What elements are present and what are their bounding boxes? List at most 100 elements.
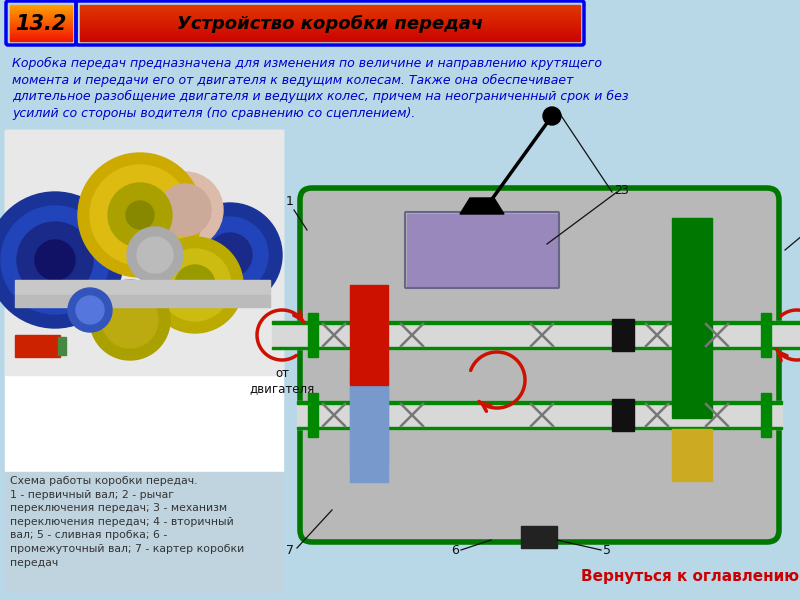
Bar xyxy=(10,34,72,35)
Bar xyxy=(297,401,782,403)
Bar xyxy=(15,295,270,307)
Circle shape xyxy=(175,265,215,305)
Bar xyxy=(10,15,72,16)
Bar xyxy=(10,35,72,36)
Text: момента и передачи его от двигателя к ведущим колесам. Также она обеспечивает: момента и передачи его от двигателя к ве… xyxy=(12,73,574,86)
Bar xyxy=(80,20,580,21)
Bar xyxy=(10,6,72,7)
Bar xyxy=(80,30,580,31)
Bar xyxy=(80,38,580,39)
Bar xyxy=(10,33,72,34)
Bar xyxy=(10,14,72,15)
Text: 6: 6 xyxy=(451,544,459,557)
Bar xyxy=(80,16,580,17)
Bar xyxy=(10,20,72,21)
Bar xyxy=(80,33,580,34)
Bar xyxy=(10,29,72,30)
Bar xyxy=(80,6,580,7)
Circle shape xyxy=(68,288,112,332)
Circle shape xyxy=(543,107,561,125)
Bar xyxy=(10,12,72,13)
Bar xyxy=(80,22,580,23)
Bar xyxy=(80,13,580,14)
Bar xyxy=(10,19,72,20)
Bar xyxy=(80,34,580,35)
Bar xyxy=(80,5,580,6)
Bar xyxy=(10,9,72,10)
Bar xyxy=(80,12,580,13)
Bar xyxy=(10,22,72,23)
Bar xyxy=(10,21,72,22)
Bar xyxy=(10,32,72,33)
Bar xyxy=(80,26,580,27)
Text: усилий со стороны водителя (по сравнению со сцеплением).: усилий со стороны водителя (по сравнению… xyxy=(12,107,415,119)
Bar xyxy=(308,313,318,357)
Bar xyxy=(10,7,72,8)
Circle shape xyxy=(90,165,190,265)
Bar xyxy=(80,40,580,41)
Text: Схема работы коробки передач.
1 - первичный вал; 2 - рычаг
переключения передач;: Схема работы коробки передач. 1 - первич… xyxy=(10,476,244,568)
Bar xyxy=(407,214,557,286)
Bar xyxy=(80,32,580,33)
Bar xyxy=(672,218,712,418)
Bar xyxy=(672,429,712,481)
Bar xyxy=(80,7,580,8)
Circle shape xyxy=(102,292,158,348)
Circle shape xyxy=(126,201,154,229)
Bar xyxy=(80,17,580,18)
Circle shape xyxy=(78,153,202,277)
Bar xyxy=(10,37,72,38)
Bar xyxy=(80,29,580,30)
FancyBboxPatch shape xyxy=(300,188,779,542)
Bar xyxy=(297,401,782,429)
Circle shape xyxy=(17,222,93,298)
Bar xyxy=(10,8,72,9)
Bar xyxy=(80,37,580,38)
Bar xyxy=(612,399,634,431)
Bar xyxy=(350,387,388,482)
Text: 5: 5 xyxy=(603,544,611,557)
Bar xyxy=(297,427,782,429)
Bar xyxy=(272,321,800,349)
Bar xyxy=(80,25,580,26)
Bar xyxy=(10,5,72,6)
Bar xyxy=(308,393,318,437)
Bar xyxy=(612,319,634,351)
Text: Коробка передач предназначена для изменения по величине и направлению крутящего: Коробка передач предназначена для измене… xyxy=(12,57,602,70)
Bar xyxy=(272,321,800,323)
Bar xyxy=(350,335,388,385)
Bar xyxy=(761,393,771,437)
Text: Устройство коробки передач: Устройство коробки передач xyxy=(177,15,483,33)
Bar xyxy=(80,24,580,25)
Bar xyxy=(80,36,580,37)
Bar xyxy=(5,472,283,592)
Bar xyxy=(10,30,72,31)
Bar xyxy=(80,9,580,10)
Bar xyxy=(10,17,72,18)
Circle shape xyxy=(147,172,223,248)
Bar xyxy=(80,39,580,40)
Circle shape xyxy=(76,296,104,324)
Bar xyxy=(10,23,72,24)
Text: от
двигателя: от двигателя xyxy=(250,367,314,395)
Bar xyxy=(80,28,580,29)
Circle shape xyxy=(35,240,75,280)
Bar xyxy=(5,130,283,472)
Bar xyxy=(10,31,72,32)
Text: 13.2: 13.2 xyxy=(15,14,66,34)
Bar xyxy=(80,10,580,11)
Bar xyxy=(80,31,580,32)
Bar xyxy=(80,15,580,16)
Bar xyxy=(521,526,557,548)
Text: 7: 7 xyxy=(286,544,294,557)
Bar xyxy=(80,21,580,22)
Text: длительное разобщение двигателя и ведущих колес, причем на неограниченный срок и: длительное разобщение двигателя и ведущи… xyxy=(12,90,629,103)
Bar xyxy=(10,18,72,19)
Bar xyxy=(272,346,800,349)
Bar xyxy=(10,26,72,27)
Circle shape xyxy=(159,249,231,321)
Circle shape xyxy=(159,184,211,236)
Bar xyxy=(10,25,72,26)
Bar xyxy=(10,40,72,41)
Bar xyxy=(80,35,580,36)
